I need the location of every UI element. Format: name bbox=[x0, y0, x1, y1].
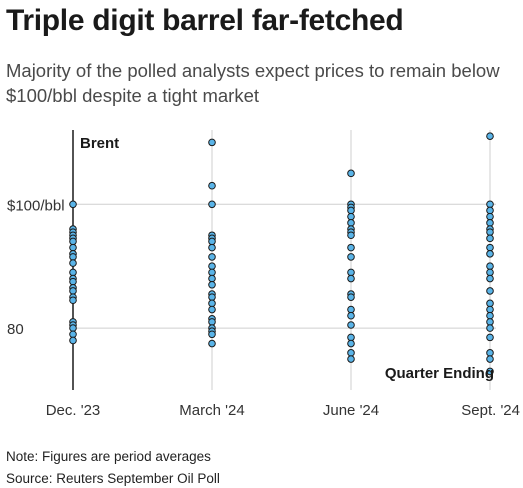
data-point bbox=[69, 287, 77, 295]
data-point bbox=[69, 277, 77, 286]
data-point bbox=[347, 311, 355, 320]
data-point bbox=[486, 212, 494, 221]
footnote: Note: Figures are period averages bbox=[6, 449, 211, 464]
data-point bbox=[208, 274, 216, 283]
data-point bbox=[486, 132, 494, 140]
grid-lines bbox=[73, 130, 496, 390]
data-point bbox=[347, 321, 355, 329]
data-point bbox=[208, 299, 216, 308]
data-point bbox=[486, 219, 494, 227]
data-point bbox=[208, 138, 216, 147]
data-point bbox=[486, 299, 494, 308]
data-point bbox=[486, 305, 494, 314]
data-point bbox=[69, 243, 77, 252]
data-point bbox=[208, 268, 216, 277]
data-point bbox=[486, 234, 494, 243]
data-point bbox=[69, 259, 77, 267]
data-point bbox=[486, 311, 494, 320]
data-point bbox=[208, 280, 216, 289]
data-point bbox=[486, 268, 494, 277]
data-point bbox=[486, 243, 494, 252]
x-tick-label: June '24 bbox=[323, 402, 379, 419]
axis-labels: Brent Quarter Ending $100/bbl 80 Dec. '23 M… bbox=[7, 135, 520, 419]
data-point bbox=[347, 333, 355, 342]
x-tick-label: March '24 bbox=[179, 402, 244, 419]
data-point bbox=[69, 237, 77, 246]
chart-title: Triple digit barrel far-fetched bbox=[6, 4, 404, 37]
data-point bbox=[347, 243, 355, 252]
chart-subtitle: Majority of the polled analysts expect p… bbox=[6, 60, 500, 106]
series-label: Brent bbox=[80, 135, 119, 152]
y-tick-label: 80 bbox=[7, 321, 24, 338]
data-point bbox=[347, 305, 355, 314]
data-point bbox=[347, 219, 355, 227]
data-point bbox=[208, 293, 216, 301]
data-point bbox=[347, 212, 355, 221]
data-point bbox=[208, 305, 216, 314]
data-point bbox=[347, 339, 355, 348]
data-point bbox=[347, 349, 355, 357]
data-point bbox=[486, 367, 494, 376]
data-point bbox=[486, 287, 494, 295]
x-tick-label: Sept. '24 bbox=[461, 402, 520, 419]
data-point bbox=[347, 355, 355, 363]
data-point bbox=[208, 318, 216, 326]
scatter-chart: Brent Quarter Ending $100/bbl 80 Dec. '23 M… bbox=[7, 130, 520, 419]
data-point bbox=[208, 181, 216, 190]
data-point bbox=[486, 274, 494, 283]
data-point bbox=[208, 200, 216, 209]
data-point bbox=[486, 200, 494, 209]
data-point bbox=[208, 330, 216, 339]
data-point bbox=[486, 349, 494, 357]
data-point bbox=[208, 339, 216, 348]
data-point bbox=[486, 333, 494, 342]
data-point bbox=[347, 169, 355, 178]
data-point bbox=[486, 318, 494, 326]
data-point bbox=[208, 253, 216, 261]
data-point bbox=[69, 296, 77, 305]
data-point bbox=[208, 243, 216, 252]
data-point bbox=[208, 237, 216, 246]
data-point bbox=[347, 206, 355, 215]
data-point bbox=[486, 228, 494, 236]
data-point bbox=[486, 262, 494, 270]
data-point bbox=[69, 268, 77, 277]
data-point bbox=[69, 324, 77, 332]
y-tick-label: $100/bbl bbox=[7, 197, 65, 214]
data-point bbox=[347, 293, 355, 301]
data-point bbox=[486, 324, 494, 332]
data-point bbox=[69, 200, 77, 209]
data-point bbox=[69, 336, 77, 345]
data-point bbox=[347, 274, 355, 283]
data-point bbox=[347, 231, 355, 240]
data-point bbox=[347, 253, 355, 261]
data-point bbox=[69, 253, 77, 261]
x-tick-label: Dec. '23 bbox=[46, 402, 101, 419]
data-point bbox=[69, 330, 77, 339]
data-point bbox=[486, 206, 494, 215]
data-point bbox=[347, 268, 355, 277]
data-point bbox=[486, 355, 494, 363]
data-points bbox=[69, 132, 494, 376]
data-point bbox=[208, 262, 216, 270]
data-point bbox=[486, 250, 494, 258]
x-axis-annotation: Quarter Ending bbox=[385, 365, 494, 382]
source-line: Source: Reuters September Oil Poll bbox=[6, 471, 220, 486]
